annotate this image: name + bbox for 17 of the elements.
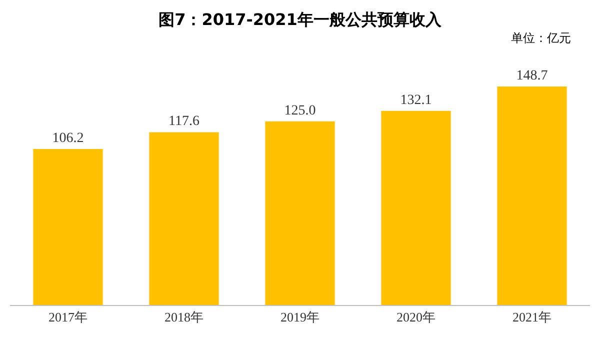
- data-label: 125.0: [284, 103, 316, 118]
- chart-title: 图7：2017-2021年一般公共预算收入: [158, 10, 442, 29]
- bar: [381, 110, 451, 305]
- bar: [149, 132, 219, 305]
- bar: [265, 121, 335, 305]
- x-tick-label: 2020年: [396, 310, 436, 325]
- bar: [497, 86, 567, 305]
- data-label: 106.2: [52, 130, 84, 146]
- data-label: 117.6: [168, 114, 200, 130]
- data-label: 132.1: [400, 92, 432, 108]
- x-tick-label: 2019年: [280, 310, 320, 325]
- text: 单位：亿元: [511, 31, 571, 45]
- x-tick-label: 2018年: [164, 310, 204, 325]
- bar: [33, 148, 103, 305]
- x-tick-label: 2017年: [48, 310, 88, 325]
- data-label: 148.7: [516, 68, 548, 84]
- x-tick-label: 2021年: [512, 310, 552, 325]
